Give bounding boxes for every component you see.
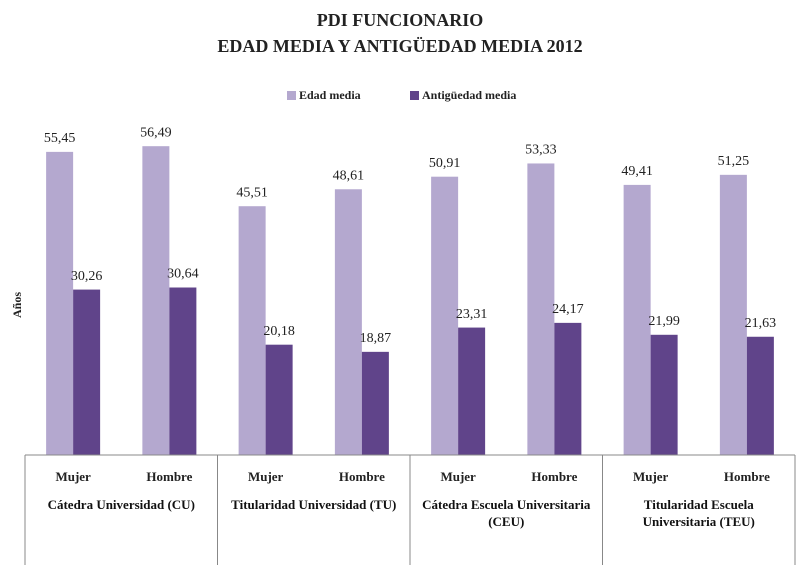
data-label: 30,26	[71, 269, 103, 284]
data-label: 51,25	[718, 154, 750, 169]
data-label: 48,61	[333, 168, 365, 183]
x-tick-label: Mujer	[440, 469, 476, 484]
group-label: Cátedra Escuela Universitaria (CEU)	[422, 497, 591, 529]
data-label: 56,49	[140, 125, 172, 140]
data-label: 55,45	[44, 131, 76, 146]
data-label: 30,64	[167, 267, 199, 282]
data-label: 23,31	[456, 307, 488, 322]
data-label: 24,17	[552, 302, 584, 317]
x-tick-label: Mujer	[248, 469, 284, 484]
chart-title: PDI FUNCIONARIO	[317, 10, 484, 30]
data-label: 49,41	[621, 164, 653, 179]
group-label: Titularidad Universidad (TU)	[231, 497, 397, 512]
bar	[746, 336, 774, 455]
legend-label: Edad media	[299, 88, 361, 102]
bar	[719, 174, 747, 456]
legend-label: Antigüedad media	[422, 88, 516, 102]
y-axis-label: Años	[10, 292, 24, 318]
data-label: 21,63	[745, 316, 777, 331]
data-label: 18,87	[360, 331, 392, 346]
bar	[431, 176, 459, 455]
data-label: 21,99	[648, 314, 680, 329]
legend-swatch	[287, 91, 296, 100]
bar	[623, 184, 651, 455]
bar	[554, 322, 582, 455]
chart-title: EDAD MEDIA Y ANTIGÜEDAD MEDIA 2012	[217, 36, 582, 56]
data-label: 45,51	[236, 185, 268, 200]
bar	[361, 351, 389, 455]
bar	[169, 287, 197, 455]
x-tick-label: Mujer	[55, 469, 91, 484]
legend-swatch	[410, 91, 419, 100]
group-label: Titularidad Escuela Universitaria (TEU)	[642, 497, 755, 529]
data-label: 53,33	[525, 143, 557, 158]
bar	[46, 151, 74, 455]
bar	[238, 206, 266, 455]
bar	[73, 289, 101, 455]
bar	[527, 163, 555, 456]
x-tick-label: Mujer	[633, 469, 669, 484]
bar	[650, 334, 678, 455]
data-label: 50,91	[429, 156, 461, 171]
bar	[458, 327, 486, 455]
x-tick-label: Hombre	[146, 469, 192, 484]
bar	[142, 146, 170, 456]
bar	[334, 189, 362, 456]
x-tick-label: Hombre	[339, 469, 385, 484]
x-tick-label: Hombre	[724, 469, 770, 484]
bar	[265, 344, 293, 455]
group-label: Cátedra Universidad (CU)	[47, 497, 195, 512]
data-label: 20,18	[263, 324, 295, 339]
x-tick-label: Hombre	[531, 469, 577, 484]
